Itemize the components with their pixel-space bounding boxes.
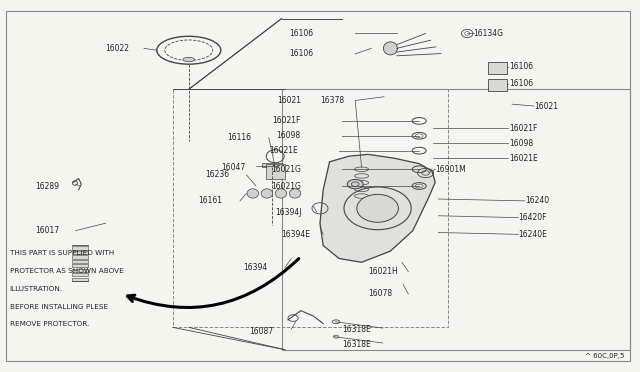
Text: ILLUSTRATION.: ILLUSTRATION. bbox=[10, 286, 63, 292]
Text: 16378: 16378 bbox=[320, 96, 344, 105]
Bar bbox=[173, 89, 448, 327]
Bar bbox=[262, 163, 282, 167]
Bar bbox=[266, 164, 285, 179]
Bar bbox=[72, 255, 88, 259]
Bar bbox=[72, 264, 88, 267]
Text: 16021H: 16021H bbox=[368, 267, 397, 276]
Bar bbox=[282, 89, 630, 350]
Ellipse shape bbox=[357, 195, 398, 222]
Bar bbox=[72, 269, 88, 272]
Text: REMOVE PROTECTOR.: REMOVE PROTECTOR. bbox=[10, 321, 89, 327]
Text: 16289: 16289 bbox=[35, 182, 60, 190]
Bar bbox=[72, 251, 88, 254]
Text: 16394E: 16394E bbox=[282, 230, 310, 239]
Text: 16318E: 16318E bbox=[342, 340, 371, 349]
Text: 16106: 16106 bbox=[289, 29, 314, 38]
Bar bbox=[72, 260, 88, 263]
Text: 16134G: 16134G bbox=[474, 29, 504, 38]
Bar bbox=[72, 278, 88, 281]
Text: 16021: 16021 bbox=[534, 102, 558, 110]
Text: 16098: 16098 bbox=[276, 131, 301, 140]
Text: 16161: 16161 bbox=[198, 196, 223, 205]
Text: 16078: 16078 bbox=[368, 289, 392, 298]
Text: 16106: 16106 bbox=[289, 49, 314, 58]
Text: BEFORE INSTALLING PLESE: BEFORE INSTALLING PLESE bbox=[10, 304, 108, 310]
Text: 16901M: 16901M bbox=[435, 165, 466, 174]
Text: 16017: 16017 bbox=[35, 226, 60, 235]
Ellipse shape bbox=[247, 189, 259, 198]
Polygon shape bbox=[320, 154, 435, 262]
Ellipse shape bbox=[261, 189, 273, 198]
FancyBboxPatch shape bbox=[488, 79, 507, 91]
Ellipse shape bbox=[289, 189, 301, 198]
Text: 16021F: 16021F bbox=[509, 124, 537, 133]
Text: 16021G: 16021G bbox=[271, 182, 301, 190]
Text: 16021E: 16021E bbox=[269, 146, 298, 155]
Ellipse shape bbox=[383, 42, 397, 55]
Ellipse shape bbox=[348, 179, 364, 189]
FancyBboxPatch shape bbox=[488, 62, 507, 74]
Ellipse shape bbox=[275, 189, 287, 198]
Text: 16021: 16021 bbox=[276, 96, 301, 105]
Text: 16021F: 16021F bbox=[273, 116, 301, 125]
Text: ^ 60C,0P,5: ^ 60C,0P,5 bbox=[584, 353, 624, 359]
Text: 16394J: 16394J bbox=[275, 208, 301, 217]
Text: 16236: 16236 bbox=[205, 170, 229, 179]
Text: 16394: 16394 bbox=[243, 263, 268, 272]
Text: 16106: 16106 bbox=[509, 79, 533, 88]
Text: PROTECTOR AS SHOWN ABOVE: PROTECTOR AS SHOWN ABOVE bbox=[10, 268, 124, 274]
Text: 16318E: 16318E bbox=[342, 325, 371, 334]
Text: 16098: 16098 bbox=[509, 139, 533, 148]
Text: 16021E: 16021E bbox=[509, 154, 538, 163]
Text: 16087: 16087 bbox=[250, 327, 274, 336]
Text: 16022: 16022 bbox=[106, 44, 130, 53]
Bar bbox=[72, 246, 88, 250]
Text: 16106: 16106 bbox=[509, 62, 533, 71]
Bar bbox=[72, 273, 88, 276]
Text: 16240E: 16240E bbox=[518, 230, 547, 239]
Text: 16021G: 16021G bbox=[271, 165, 301, 174]
Text: 16116: 16116 bbox=[227, 133, 251, 142]
Text: 16420F: 16420F bbox=[518, 213, 547, 222]
Text: THIS PART IS SUPPLIED WITH: THIS PART IS SUPPLIED WITH bbox=[10, 250, 114, 256]
Ellipse shape bbox=[183, 57, 195, 62]
Text: 16047: 16047 bbox=[221, 163, 245, 172]
Text: 16240: 16240 bbox=[525, 196, 549, 205]
